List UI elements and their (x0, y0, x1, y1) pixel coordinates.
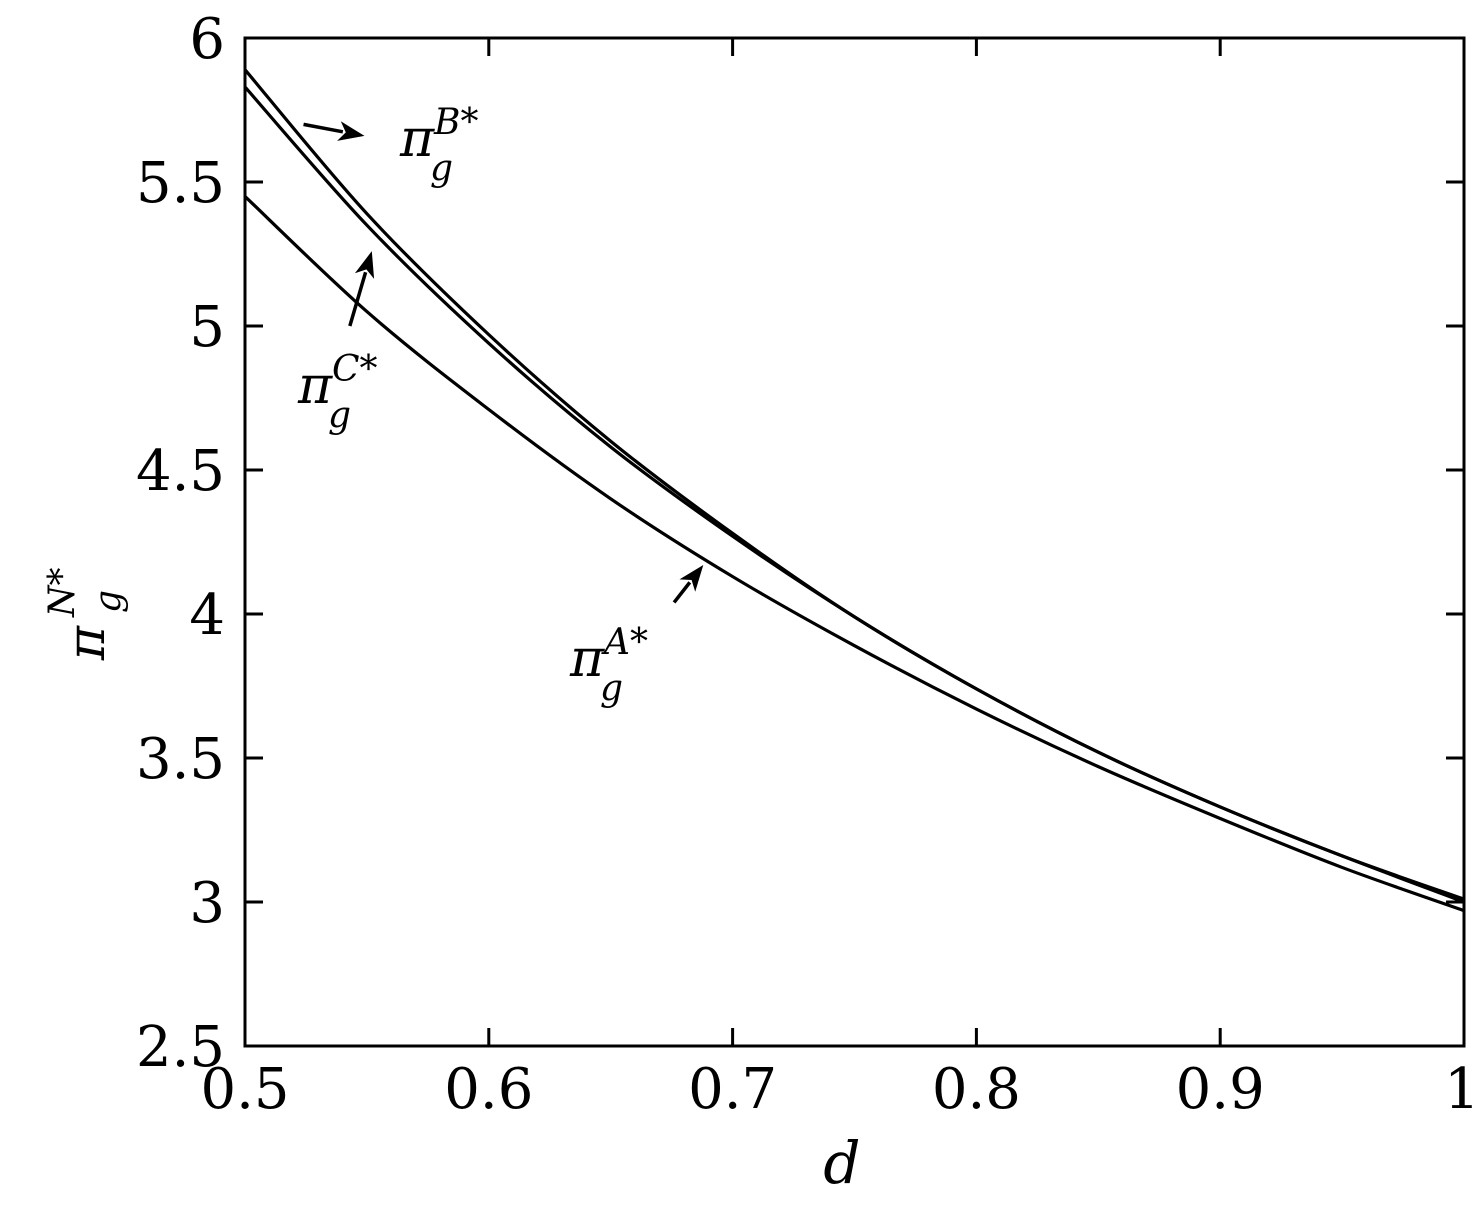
annotation-label: π A* g (569, 622, 648, 709)
series-line-2 (243, 85, 1465, 904)
x-tick-label: 0.8 (932, 1057, 1021, 1122)
y-tick-label: 3 (189, 871, 225, 936)
annotation-arrow-head (679, 565, 704, 592)
annotation-label-base: π (297, 356, 333, 416)
annotation-arrow-shaft (348, 271, 368, 327)
annotation-label-sup: B* (433, 102, 478, 143)
annotation-label-sub: g (600, 668, 623, 709)
ticks-layer (243, 36, 1466, 1048)
annotation-arrow-head (337, 121, 365, 141)
annotation-label: π B* g (399, 102, 478, 189)
tick-labels-layer: 0.5 0.6 0.7 0.8 0.9 1 2.5 3 3.5 4 4.5 5 5.5 6 (136, 7, 1480, 1122)
y-tick-label: 6 (189, 7, 225, 72)
annotation-label-sub: g (430, 148, 453, 189)
x-tick-label: 0.5 (200, 1057, 289, 1122)
x-tick-label: 0.6 (444, 1057, 533, 1122)
svg-text:π: π (57, 625, 117, 661)
y-tick-label: 5 (189, 295, 225, 360)
y-tick-label: 4 (189, 583, 225, 648)
annotation-labels-layer: π B*gπ C*gπ A*g (297, 102, 648, 709)
series-line-1 (243, 68, 1465, 901)
y-tick-label: 5.5 (136, 151, 225, 216)
annotation-arrow-shaft (672, 581, 692, 604)
x-tick-label: 0.7 (688, 1057, 777, 1122)
annotation-arrow-shaft (303, 122, 344, 134)
y-axis-title-base: π (57, 625, 117, 661)
y-axis-title-sup: N* (42, 568, 83, 619)
x-axis-title: d (823, 1129, 860, 1197)
curves-layer (243, 68, 1465, 913)
annotation-arrows-layer (303, 121, 704, 604)
plot-frame (243, 36, 1466, 1048)
x-tick-label: 0.9 (1176, 1057, 1265, 1122)
series-line-3 (243, 195, 1465, 913)
y-tick-label: 2.5 (136, 1015, 225, 1080)
x-tick-label: 1 (1444, 1057, 1480, 1122)
annotation-arrow-head (354, 251, 375, 279)
annotation-label-base: π (399, 109, 435, 169)
annotation-label-sub: g (328, 395, 351, 436)
y-tick-label: 3.5 (136, 727, 225, 792)
annotation-label-base: π (569, 629, 605, 689)
annotation-label-sup: A* (601, 622, 648, 663)
y-axis-title-sub: g (88, 590, 129, 613)
y-tick-label: 4.5 (136, 439, 225, 504)
annotation-label: π C* g (297, 349, 378, 436)
y-axis-title: π N* g (42, 568, 129, 662)
annotation-label-sup: C* (332, 349, 378, 390)
